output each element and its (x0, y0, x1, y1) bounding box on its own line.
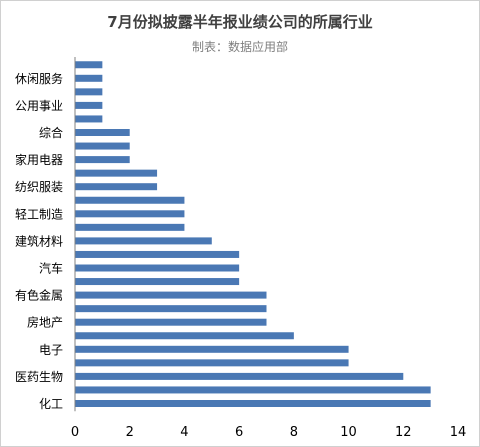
bar (75, 400, 431, 407)
bar (75, 183, 158, 191)
bar (75, 264, 240, 272)
bar (75, 210, 185, 218)
bar (75, 291, 267, 299)
x-tick-label: 10 (340, 425, 357, 440)
x-tick-label: 2 (126, 425, 134, 440)
category-label: 建筑材料 (15, 233, 63, 248)
bar (75, 278, 240, 286)
category-label: 化工 (39, 397, 63, 411)
category-labels: 化工 医药生物 电子 房地产 有色金属 汽车 建筑材料 轻工制造 纺织服装 家用电器 综合 公用事业 休… (15, 71, 63, 411)
category-label: 汽车 (39, 261, 63, 276)
bar (75, 223, 185, 231)
bar (75, 142, 130, 150)
category-label: 医药生物 (15, 370, 63, 384)
category-label: 家用电器 (15, 152, 63, 167)
category-label: 综合 (39, 125, 63, 140)
x-tick-label: 12 (395, 425, 412, 440)
bar (75, 74, 103, 82)
bar (75, 318, 267, 326)
bar (75, 237, 212, 245)
bars-group (75, 61, 431, 407)
category-label: 电子 (39, 343, 63, 357)
bar (75, 305, 267, 313)
bar (75, 345, 349, 353)
x-tick-label: 4 (180, 425, 188, 440)
bar (75, 386, 431, 394)
bar (75, 115, 103, 123)
x-tick-label: 6 (235, 425, 243, 440)
bar (75, 61, 103, 69)
bar (75, 196, 185, 204)
bar (75, 156, 130, 164)
category-label: 房地产 (27, 315, 63, 330)
bar (75, 250, 240, 258)
bar (75, 129, 130, 136)
x-tick-labels: 0 2 4 6 8 10 12 14 (71, 425, 466, 440)
bar (75, 88, 103, 96)
x-tick-label: 8 (290, 425, 298, 440)
bar (75, 332, 294, 340)
category-label: 公用事业 (15, 99, 63, 113)
bar (75, 169, 158, 177)
bar (75, 101, 103, 109)
category-label: 轻工制造 (15, 207, 63, 221)
category-label: 纺织服装 (15, 180, 63, 194)
bar (75, 359, 349, 367)
category-label: 休闲服务 (15, 71, 63, 86)
x-tick-label: 0 (71, 425, 79, 440)
chart-title: 7月份拟披露半年报业绩公司的所属行业 (107, 13, 372, 31)
category-label: 有色金属 (15, 288, 63, 303)
chart-subtitle: 制表：数据应用部 (192, 39, 288, 54)
x-tick-label: 14 (450, 425, 467, 440)
bar (75, 372, 404, 380)
